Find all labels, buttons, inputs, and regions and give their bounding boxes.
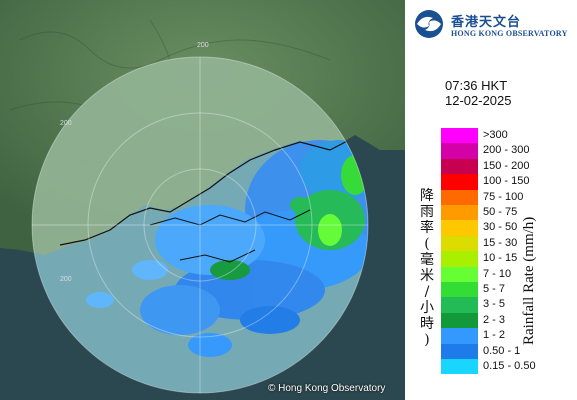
- legend-item: 0.50 - 1: [441, 343, 577, 359]
- legend-title-char: 時: [420, 316, 434, 332]
- legend-swatch: [441, 328, 478, 344]
- legend-item: 100 - 150: [441, 174, 577, 190]
- legend-label: 1 - 2: [483, 329, 506, 342]
- copyright-text: © Hong Kong Observatory: [268, 383, 386, 394]
- legend-swatch: [441, 174, 478, 190]
- legend-swatch: [441, 158, 478, 175]
- legend-title-char: 降: [420, 188, 434, 204]
- legend-swatch: [441, 266, 478, 282]
- legend-item: 2 - 3: [441, 312, 577, 329]
- legend-swatch: [441, 189, 478, 205]
- legend-title-char: 小: [420, 300, 434, 316]
- legend-label: 75 - 100: [483, 190, 524, 203]
- legend-item: 150 - 200: [441, 158, 577, 175]
- legend-swatch: [441, 205, 478, 221]
- legend-swatch: [441, 359, 478, 375]
- legend-item: 1 - 2: [441, 328, 577, 344]
- legend-item: 15 - 30: [441, 235, 577, 252]
- logo-english-name: HONG KONG OBSERVATORY: [451, 29, 568, 38]
- legend-title-char: 毫: [420, 252, 434, 268]
- range-label-west: 200: [60, 120, 72, 127]
- legend-title-char: 雨: [420, 204, 434, 220]
- legend-label: 0.50 - 1: [483, 344, 521, 357]
- legend-title-chinese: 降雨率(毫米 / 小時): [419, 188, 435, 348]
- legend-title-char: 率: [420, 220, 434, 236]
- range-label-north: 200: [197, 42, 209, 49]
- legend-title-char: /: [424, 284, 430, 300]
- hko-logo-icon: [415, 10, 443, 38]
- legend-swatch: [441, 128, 478, 144]
- legend-swatch: [441, 251, 478, 267]
- legend-label: 50 - 75: [483, 206, 518, 218]
- legend-item: 5 - 7: [441, 282, 577, 298]
- range-label-southwest: 200: [60, 276, 72, 283]
- legend-swatch: [441, 143, 478, 159]
- legend-label: 0.15 - 0.50: [483, 360, 536, 372]
- observation-date: 12-02-2025: [445, 93, 512, 108]
- legend-item: 75 - 100: [441, 189, 577, 205]
- legend-swatch: [441, 235, 478, 252]
- observation-time: 07:36 HKT: [445, 78, 508, 93]
- legend-label: 100 - 150: [483, 175, 530, 188]
- legend-swatch: [441, 282, 478, 298]
- radar-map: 200 200 200 © Hong Kong Observatory: [0, 0, 405, 400]
- legend-item: 200 - 300: [441, 143, 577, 159]
- legend-label: 5 - 7: [483, 283, 506, 295]
- legend-swatch: [441, 220, 478, 236]
- legend-label: 200 - 300: [483, 144, 530, 157]
- legend-label: >300: [483, 129, 508, 141]
- legend-label: 150 - 200: [483, 159, 530, 172]
- legend-title-char: 米: [420, 268, 434, 284]
- legend-label: 7 - 10: [483, 267, 512, 280]
- legend-title-char: ): [424, 332, 430, 348]
- radar-map-image: 200 200 200: [0, 0, 405, 400]
- legend-item: 50 - 75: [441, 205, 577, 221]
- legend-item: 3 - 5: [441, 297, 577, 313]
- legend-label: 10 - 15: [483, 252, 518, 265]
- legend-item: 30 - 50: [441, 220, 577, 236]
- legend-label: 15 - 30: [483, 236, 518, 249]
- side-panel: 香港天文台 HONG KONG OBSERVATORY 07:36 HKT 12…: [405, 0, 577, 400]
- legend-swatch: [441, 343, 478, 359]
- legend-swatch: [441, 297, 478, 313]
- legend-item: 7 - 10: [441, 266, 577, 282]
- legend-item: 10 - 15: [441, 251, 577, 267]
- legend-label: 2 - 3: [483, 313, 506, 326]
- legend-label: 30 - 50: [483, 221, 518, 234]
- legend-label: 3 - 5: [483, 298, 506, 311]
- legend-swatch: [441, 312, 478, 329]
- legend-item: >300: [441, 128, 577, 144]
- hko-logo[interactable]: 香港天文台 HONG KONG OBSERVATORY: [413, 6, 573, 42]
- legend-item: 0.15 - 0.50: [441, 359, 577, 375]
- logo-chinese-name: 香港天文台: [451, 15, 522, 30]
- legend-title-char: (: [424, 236, 430, 252]
